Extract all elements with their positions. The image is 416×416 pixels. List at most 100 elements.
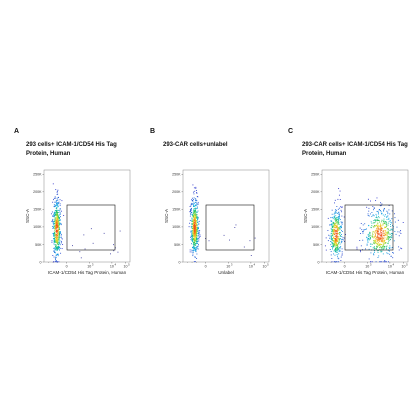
event-point: [52, 223, 54, 225]
event-point: [338, 227, 340, 229]
event-point: [381, 234, 383, 235]
gate-rectangle[interactable]: [344, 204, 394, 251]
event-point: [368, 235, 370, 237]
event-point: [332, 243, 334, 245]
event-point: [334, 229, 335, 231]
event-point: [336, 233, 338, 234]
event-point: [54, 206, 56, 207]
event-point: [341, 236, 343, 237]
event-point: [190, 203, 192, 205]
event-point: [195, 224, 197, 226]
event-point: [192, 239, 193, 241]
event-point: [385, 231, 387, 233]
event-point: [194, 215, 196, 217]
event-point: [192, 246, 194, 248]
event-point: [54, 211, 56, 213]
event-point: [193, 206, 194, 207]
event-point: [401, 248, 403, 250]
event-point: [392, 225, 394, 226]
event-point: [377, 246, 378, 248]
event-point: [338, 246, 340, 248]
event-point: [394, 217, 396, 219]
event-point: [193, 234, 195, 236]
event-point: [374, 248, 375, 250]
event-point: [387, 231, 389, 233]
event-point: [57, 212, 59, 213]
event-point: [57, 233, 58, 235]
event-point: [334, 235, 336, 237]
event-point: [192, 250, 194, 252]
event-point: [193, 244, 195, 246]
event-point: [377, 220, 379, 221]
event-point: [56, 237, 58, 239]
event-point: [339, 250, 341, 252]
event-point: [192, 215, 194, 217]
event-point: [383, 208, 385, 210]
event-point: [339, 216, 340, 218]
event-point: [370, 243, 372, 245]
event-point: [383, 244, 385, 246]
event-point: [61, 237, 62, 239]
event-point: [191, 209, 192, 211]
event-point: [362, 224, 364, 226]
event-point: [194, 202, 196, 203]
event-point: [379, 244, 381, 246]
event-point: [388, 247, 390, 248]
event-point: [368, 237, 370, 239]
event-point: [337, 227, 339, 229]
event-point: [58, 224, 60, 226]
event-point: [375, 219, 377, 221]
event-point: [194, 235, 196, 236]
event-point: [55, 234, 57, 236]
event-point: [192, 217, 194, 219]
event-point: [192, 240, 193, 242]
event-point: [375, 225, 377, 227]
event-point: [54, 249, 56, 251]
event-point: [368, 207, 370, 209]
event-point: [338, 249, 340, 251]
event-point: [340, 232, 341, 234]
event-point: [57, 234, 59, 235]
event-point: [190, 226, 192, 228]
event-point: [373, 253, 375, 255]
event-point: [370, 246, 372, 247]
event-point: [398, 246, 400, 248]
event-point: [57, 253, 59, 255]
event-point: [189, 251, 191, 253]
event-point: [336, 222, 338, 224]
event-point: [194, 211, 196, 213]
event-point: [379, 225, 381, 227]
event-point: [58, 217, 60, 219]
event-point: [53, 216, 55, 218]
gate-rectangle[interactable]: [205, 204, 255, 251]
event-point: [53, 225, 55, 227]
event-point: [375, 241, 377, 243]
event-point: [195, 198, 197, 200]
event-point: [338, 234, 340, 236]
event-point: [339, 190, 341, 192]
event-point: [375, 221, 377, 223]
event-point: [54, 204, 56, 206]
event-point: [53, 236, 55, 237]
event-point: [50, 213, 52, 215]
event-point: [52, 225, 54, 227]
event-point: [383, 221, 385, 223]
event-point: [380, 229, 382, 231]
event-point: [387, 239, 389, 240]
event-point: [335, 211, 337, 213]
event-point: [330, 233, 332, 235]
event-point: [374, 236, 376, 237]
event-point: [193, 247, 195, 249]
event-point: [193, 218, 195, 220]
event-point: [381, 212, 383, 214]
event-point: [337, 251, 338, 253]
gate-rectangle[interactable]: [66, 204, 116, 251]
event-point: [385, 237, 387, 239]
event-point: [336, 231, 338, 233]
event-point: [338, 211, 340, 213]
event-point: [195, 246, 197, 248]
event-point: [329, 224, 331, 226]
event-point: [331, 232, 333, 234]
event-point: [193, 242, 195, 244]
